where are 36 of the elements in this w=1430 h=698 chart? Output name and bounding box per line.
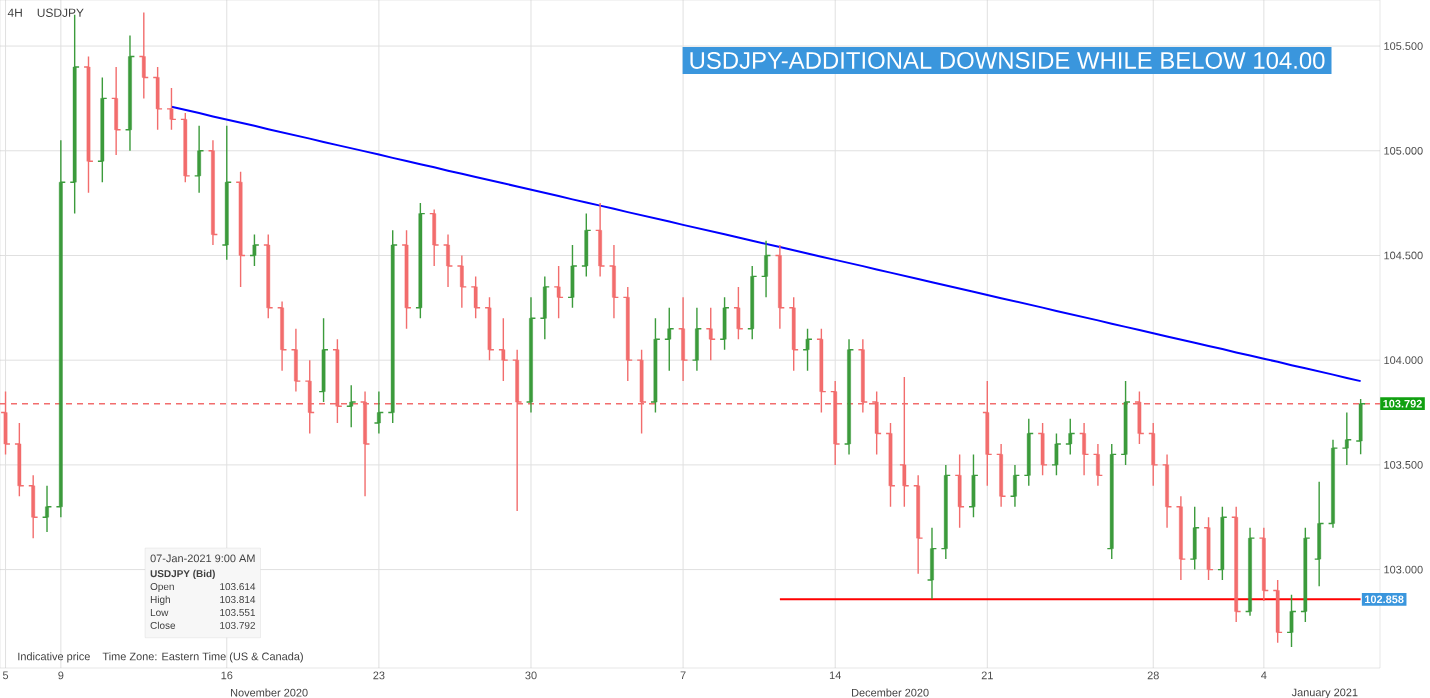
annotation: Indicative price (18, 652, 90, 663)
x-tick-label: 21 (981, 671, 993, 680)
text: November 2020 (231, 688, 308, 697)
annotation: USDJPY (Bid) (150, 569, 215, 580)
text: USDJPY (37, 8, 84, 17)
text: January 2021 (1291, 688, 1358, 698)
annotation: Close (150, 621, 176, 629)
annotation: Time Zone: Eastern Time (US & Canada) (102, 652, 303, 663)
y-tick-label: 103.000 (1384, 565, 1423, 574)
text: December 2020 (852, 688, 929, 697)
y-tick-label: 104.500 (1384, 251, 1423, 260)
annotation: 103.814 (220, 596, 256, 604)
x-tick-label: 14 (829, 671, 841, 680)
data-label: 102.858 (1365, 595, 1404, 604)
x-tick-label: 23 (373, 671, 385, 680)
ref-line-label: 103.792 (1383, 399, 1422, 408)
x-tick-label: 28 (1147, 671, 1159, 680)
annotation: 103.551 (220, 608, 255, 616)
x-tick-label: 5 (2, 671, 9, 680)
text: 4H (7, 8, 22, 17)
annotation: High (150, 595, 170, 606)
annotation: Open (150, 583, 174, 593)
annotation: 07-Jan-2021 9:00 AM (150, 554, 255, 563)
annotation: Low (150, 609, 169, 616)
y-tick-label: 103.500 (1384, 461, 1423, 469)
annotation: USDJPY-ADDITIONAL DOWNSIDE WHILE BELOW 104.00 (690, 51, 1325, 69)
x-tick-label: 16 (221, 671, 233, 680)
annotation: 103.792 (220, 621, 255, 629)
x-tick-label: 9 (58, 671, 64, 680)
x-tick-label: 30 (525, 671, 537, 680)
y-tick-label: 104.000 (1384, 356, 1423, 365)
x-tick-label: 7 (680, 671, 686, 680)
annotation: 103.614 (220, 583, 256, 591)
y-tick-label: 105.500 (1384, 42, 1423, 50)
y-tick-label: 105.000 (1384, 146, 1423, 155)
x-tick-label: 4 (1261, 671, 1267, 680)
